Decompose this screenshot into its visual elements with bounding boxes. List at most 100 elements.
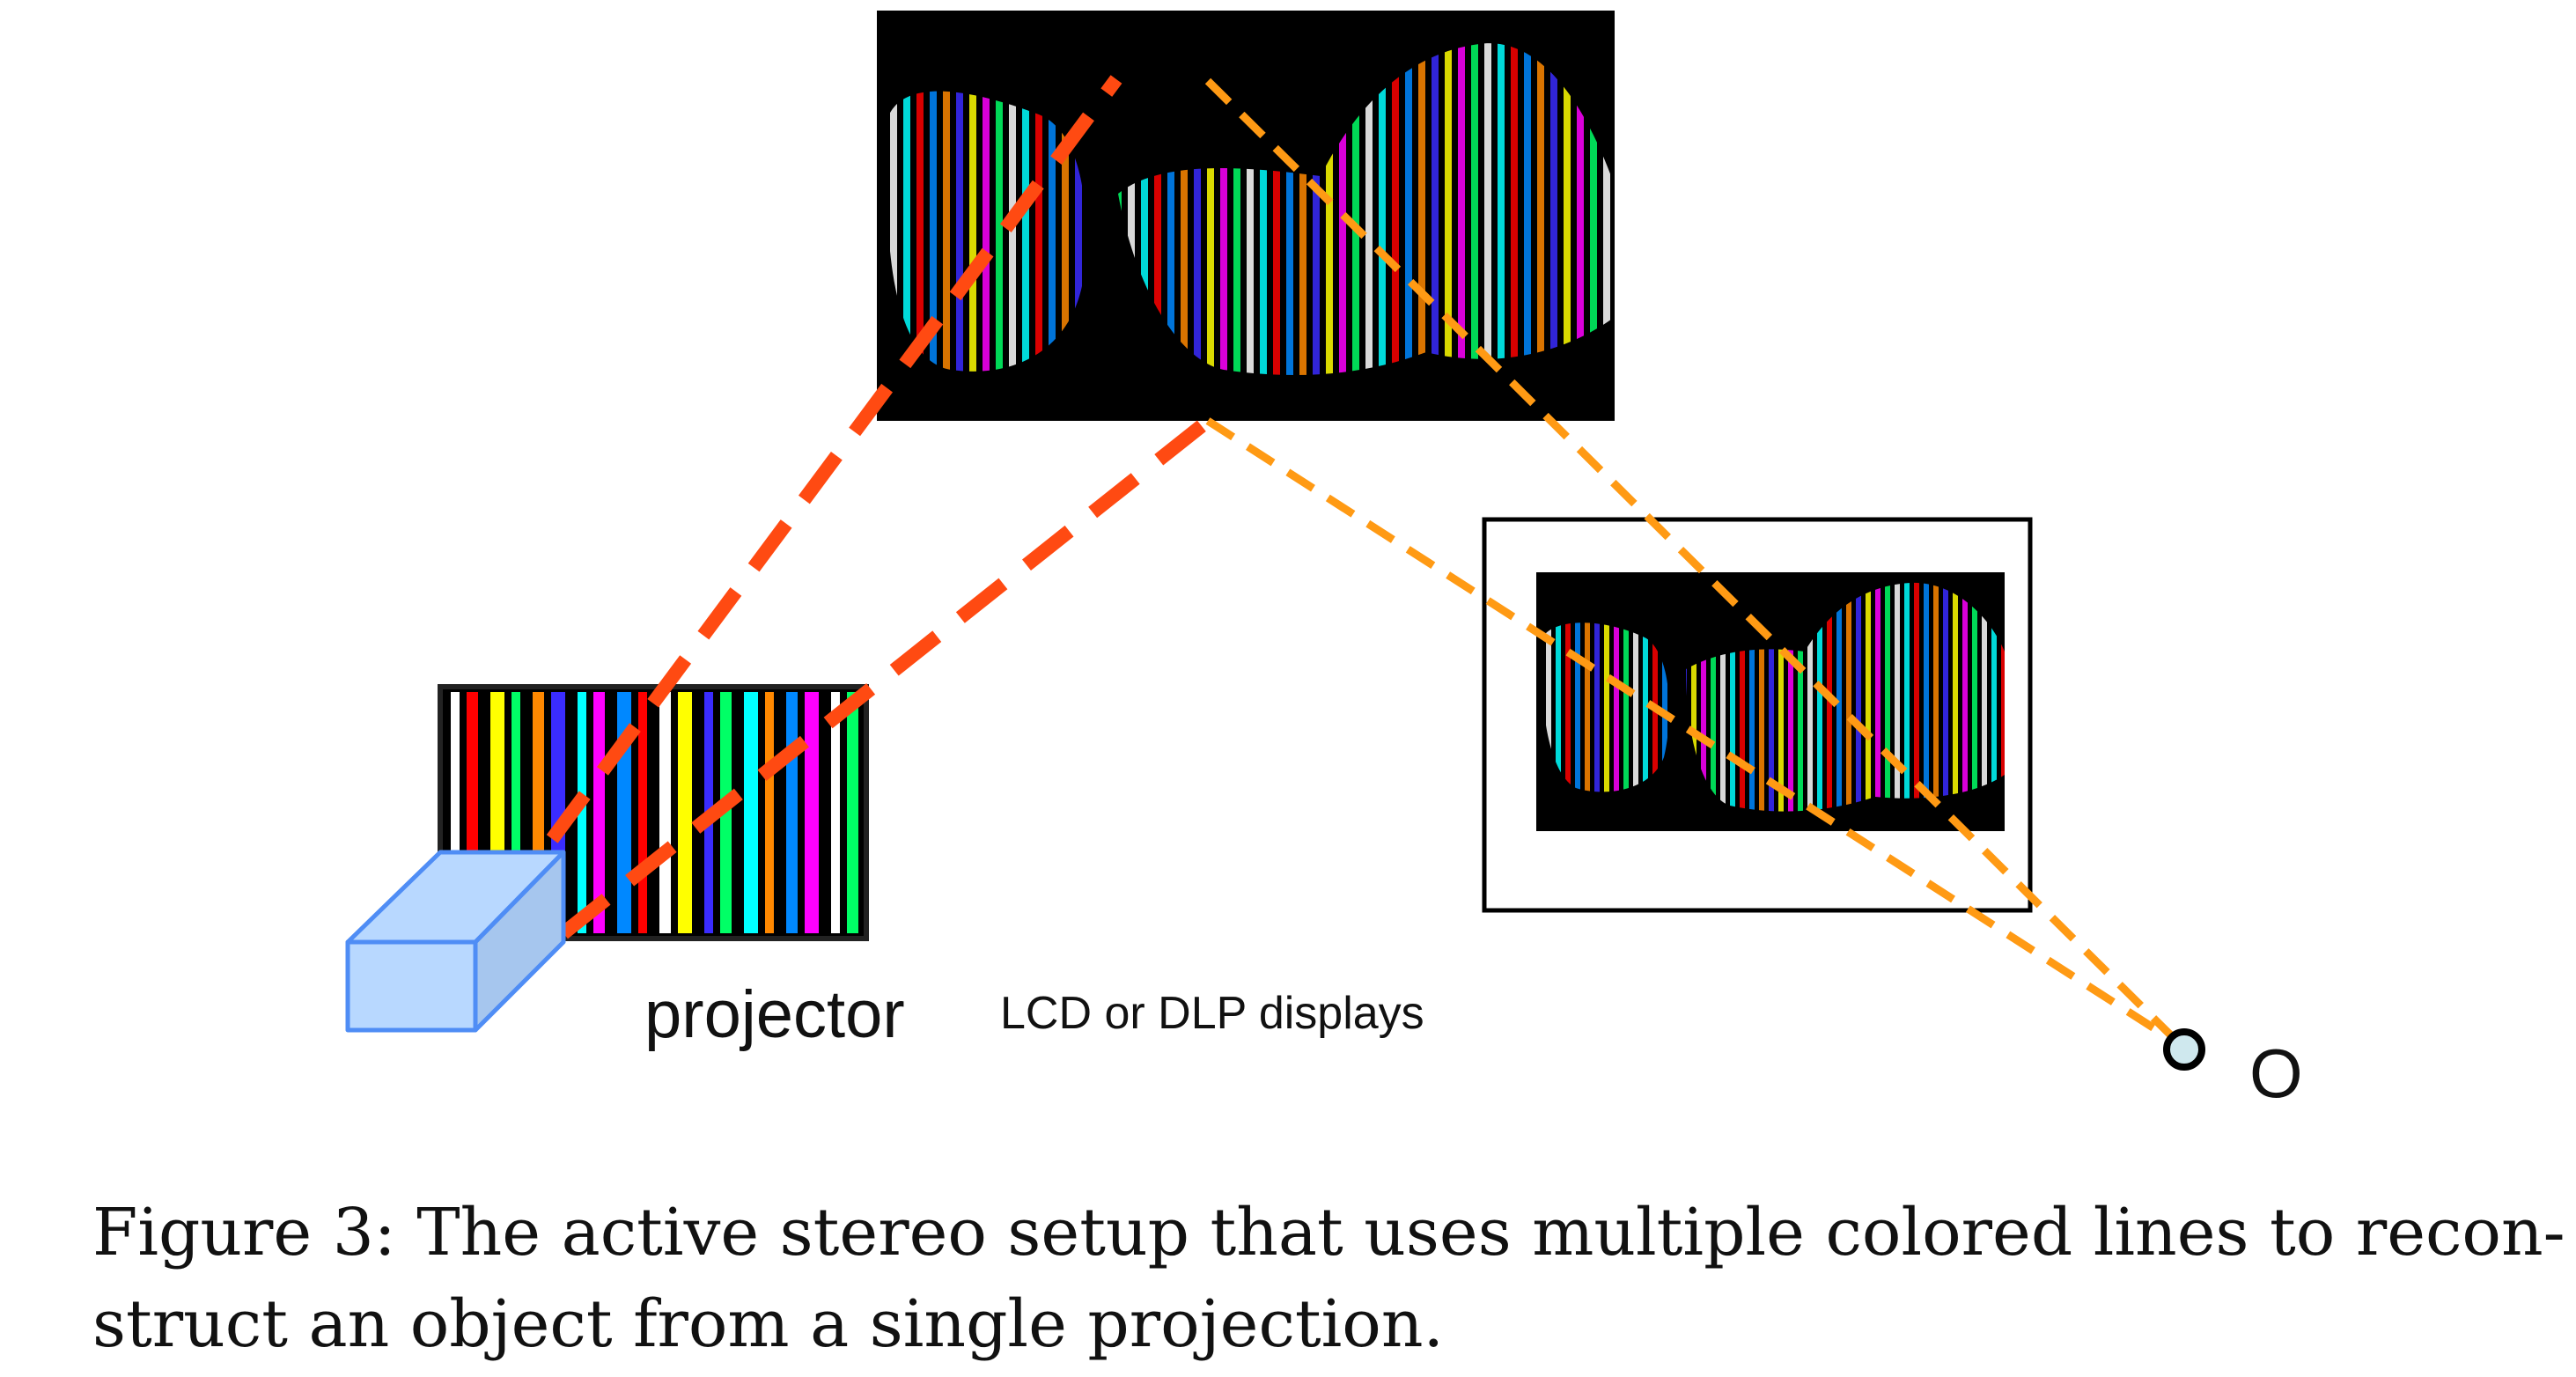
pattern-stripe — [805, 692, 819, 933]
hand-stripe — [1778, 572, 1784, 831]
hand-stripe — [1550, 11, 1557, 421]
camera-image-plane — [1482, 517, 2033, 913]
hand-stripe — [1537, 11, 1544, 421]
hand-stripe — [1662, 572, 1667, 831]
hand-stripe — [1432, 11, 1439, 421]
camera-ray-upper — [1204, 77, 2185, 1049]
figure-caption: Figure 3: The active stereo setup that u… — [92, 1187, 2565, 1370]
hand-stripe — [1759, 572, 1764, 831]
hand-stripe — [1720, 572, 1726, 831]
hand-stripe — [890, 11, 897, 421]
pattern-stripe — [744, 692, 758, 933]
hand-stripe — [1895, 572, 1900, 831]
hand-stripe — [1564, 11, 1571, 421]
hand-stripe — [1471, 11, 1478, 421]
hand-stripe — [1286, 11, 1293, 421]
hand-stripe — [1972, 572, 1977, 831]
hand-stripe — [1247, 11, 1254, 421]
hand-stripe — [1933, 572, 1939, 831]
camera-ray-lower — [1205, 417, 2184, 1049]
camera-rays — [1204, 77, 2185, 1049]
hand-stripe — [1691, 572, 1696, 831]
projector-box-front — [345, 939, 478, 1033]
pattern-stripe — [638, 692, 647, 933]
camera-background-mask — [1536, 572, 2005, 831]
pattern-stripe — [765, 692, 774, 933]
hand-stripe — [903, 11, 910, 421]
hand-stripe — [983, 11, 990, 421]
hand-stripe — [1953, 572, 1958, 831]
hand-stripe — [1379, 11, 1386, 421]
hand-stripe — [1181, 11, 1188, 421]
hand-stripe — [916, 11, 924, 421]
hand-stripe — [930, 11, 937, 421]
hand-stripe — [1299, 11, 1306, 421]
hand-stripe — [969, 11, 976, 421]
hand-stripe — [1445, 11, 1452, 421]
hand-stripe — [1565, 572, 1571, 831]
hand-stripe — [1603, 11, 1610, 421]
pattern-stripe — [786, 692, 798, 933]
hand-stripe — [1458, 11, 1465, 421]
pattern-stripe — [831, 692, 840, 933]
hand-stripe — [1365, 11, 1373, 421]
hand-stripe — [1511, 11, 1518, 421]
pattern-stripe — [578, 692, 586, 933]
caption-line-1: Figure 3: The active stereo setup that u… — [92, 1195, 2565, 1270]
projector-ray-lower — [559, 415, 1212, 939]
hand-stripe — [1220, 11, 1227, 421]
hand-stripe — [1313, 11, 1320, 421]
observer-label: O — [2249, 1035, 2303, 1112]
hand-stripe — [1885, 572, 1890, 831]
hand-stripe — [1701, 572, 1706, 831]
hand-stripe — [996, 11, 1003, 421]
hand-stripe — [1392, 11, 1399, 421]
hand-stripe — [1943, 572, 1948, 831]
hand-stripe — [1484, 11, 1491, 421]
camera-hand-silhouettes — [1536, 572, 2005, 831]
hand-stripe — [1991, 572, 1997, 831]
scene-hand-stripes — [877, 11, 1610, 421]
hand-stripe — [1590, 11, 1597, 421]
hand-stripe — [1141, 11, 1148, 421]
camera-center-icon — [2163, 1028, 2205, 1071]
hand-stripe — [1798, 572, 1803, 831]
pattern-stripe — [593, 692, 605, 933]
hand-stripe — [1524, 11, 1531, 421]
hand-stripe — [1546, 572, 1551, 831]
hand-stripe — [1730, 572, 1735, 831]
hand-stripe — [1273, 11, 1280, 421]
scene-background-mask — [877, 11, 1615, 421]
hand-stripe — [1924, 572, 1929, 831]
hand-stripe — [1962, 572, 1968, 831]
projector-rays — [496, 75, 1212, 939]
hand-stripe — [1633, 572, 1638, 831]
pattern-stripe — [678, 692, 692, 933]
hand-stripe — [943, 11, 950, 421]
pattern-stripe — [451, 692, 460, 933]
hand-stripe — [1982, 572, 1987, 831]
hand-stripe — [1769, 572, 1774, 831]
hand-stripe — [956, 11, 963, 421]
hand-stripe — [1326, 11, 1333, 421]
projector-box-icon — [345, 850, 566, 1033]
hand-stripe — [1260, 11, 1267, 421]
hand-stripe — [2001, 572, 2005, 831]
hand-stripe — [1614, 572, 1619, 831]
hand-stripe — [1904, 572, 1910, 831]
hand-stripe — [1856, 572, 1861, 831]
hand-stripe — [1866, 572, 1871, 831]
hand-stripe — [1807, 572, 1813, 831]
hand-stripe — [1207, 11, 1214, 421]
hand-stripe — [1604, 572, 1609, 831]
hand-stripe — [1577, 11, 1584, 421]
displays-label: LCD or DLP displays — [1000, 988, 1424, 1039]
hand-stripe — [1643, 572, 1648, 831]
hand-stripe — [1740, 572, 1745, 831]
hand-stripe — [1788, 572, 1793, 831]
hand-stripe — [1585, 572, 1590, 831]
hand-stripe — [1875, 572, 1880, 831]
hand-stripe — [1035, 11, 1042, 421]
scene-hand-silhouettes — [877, 11, 1615, 421]
projector-ray-upper — [496, 75, 1122, 911]
